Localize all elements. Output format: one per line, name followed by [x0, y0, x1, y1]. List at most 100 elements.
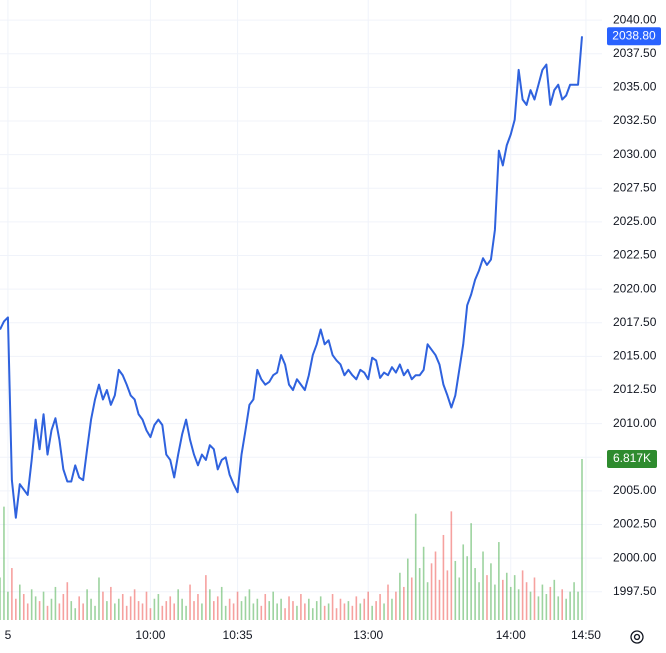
volume-bar [375, 601, 377, 620]
volume-bar [379, 594, 381, 620]
volume-bar [34, 596, 37, 620]
volume-bar [264, 594, 267, 620]
volume-bar [197, 594, 199, 620]
volume-bar [212, 601, 215, 620]
volume-bar [70, 601, 73, 620]
volume-bar [434, 551, 437, 620]
volume-bar [149, 608, 152, 620]
axes: 1997.502000.002002.502005.002007.502010.… [5, 12, 661, 642]
volume-bar [422, 546, 425, 620]
volume-bar [343, 603, 346, 620]
volume-bar [102, 591, 104, 620]
x-tick-label: 5 [5, 628, 12, 642]
y-tick-label: 2017.50 [613, 315, 657, 329]
volume-bar [565, 598, 567, 620]
settings-button[interactable] [630, 630, 644, 644]
volume-bar [133, 589, 136, 620]
volume-bar [367, 591, 370, 620]
volume-bar [117, 598, 120, 620]
volume-bar [513, 575, 516, 620]
volume-bar [272, 591, 274, 620]
volume-bar [15, 598, 17, 620]
volume-bar [236, 591, 239, 620]
volume-bar [129, 596, 132, 620]
volume-bar [185, 605, 187, 620]
volume-bar [201, 603, 203, 620]
volume-bar [359, 603, 362, 620]
price-pane [0, 36, 583, 519]
y-tick-label: 2005.00 [613, 483, 657, 497]
y-tick-label: 2012.50 [613, 382, 657, 396]
volume-bar [209, 589, 211, 620]
volume-bar [327, 603, 330, 620]
y-tick-label: 2027.50 [613, 180, 657, 194]
volume-bar [121, 594, 124, 620]
gear-inner[interactable] [633, 633, 641, 641]
price-line [0, 36, 583, 519]
volume-bar [581, 459, 583, 620]
gear-outer[interactable] [630, 630, 644, 644]
last-price-label: 2038.80 [612, 28, 656, 42]
volume-bar [141, 603, 144, 620]
volume-bar [300, 594, 302, 620]
x-tick-label: 14:00 [496, 628, 526, 642]
volume-bar [22, 594, 25, 620]
volume-bar [18, 584, 21, 620]
volume-bar [387, 584, 389, 620]
volume-bar [474, 568, 476, 620]
volume-bar [414, 513, 417, 620]
y-tick-label: 2022.50 [613, 248, 657, 262]
y-tick-label: 2000.00 [613, 550, 657, 564]
volume-bar [315, 601, 318, 620]
volume-bar [383, 603, 385, 620]
volume-bar [125, 605, 128, 620]
volume-bar [529, 591, 532, 620]
volume-bar [557, 596, 560, 620]
volume-bar [308, 598, 310, 620]
volume-bar [418, 568, 421, 620]
volume-bar [490, 563, 492, 620]
volume-bar [153, 598, 156, 620]
volume-bar [355, 596, 358, 620]
y-tick-label: 2025.00 [613, 214, 657, 228]
volume-bar [106, 601, 108, 620]
volume-pane [0, 459, 583, 620]
volume-bar [137, 601, 140, 620]
volume-bar [244, 596, 247, 620]
volume-bar [50, 598, 53, 620]
volume-bar [284, 608, 286, 620]
volume-bar [502, 579, 504, 620]
x-tick-label: 13:00 [353, 628, 383, 642]
volume-bar [232, 603, 235, 620]
volume-bar [391, 598, 393, 620]
volume-bar [216, 596, 219, 620]
volume-bar [7, 591, 9, 620]
last-price-box [607, 27, 661, 46]
y-tick-label: 2035.00 [613, 80, 657, 94]
volume-bar [533, 577, 536, 620]
volume-bar [363, 598, 366, 620]
grid [0, 0, 602, 620]
volume-bar [426, 582, 429, 620]
volume-bar [403, 586, 405, 620]
volume-bar [268, 601, 271, 620]
volume-bar [399, 572, 401, 620]
volume-bar [30, 589, 33, 620]
volume-bar [406, 558, 409, 620]
volume-bar [521, 570, 524, 620]
volume-bar [78, 596, 80, 620]
volume-bar [54, 586, 57, 620]
volume-bar [256, 598, 259, 620]
volume-bar [3, 506, 5, 620]
volume-bar [371, 605, 373, 620]
volume-bar [339, 598, 342, 620]
volume-bar [189, 584, 191, 620]
y-tick-label: 2037.50 [613, 46, 657, 60]
volume-bar [173, 603, 176, 620]
volume-bar [252, 603, 255, 620]
volume-bar [549, 586, 552, 620]
volume-bar [169, 596, 172, 620]
volume-label: 6.817K [613, 451, 651, 465]
volume-label-box [607, 450, 657, 468]
